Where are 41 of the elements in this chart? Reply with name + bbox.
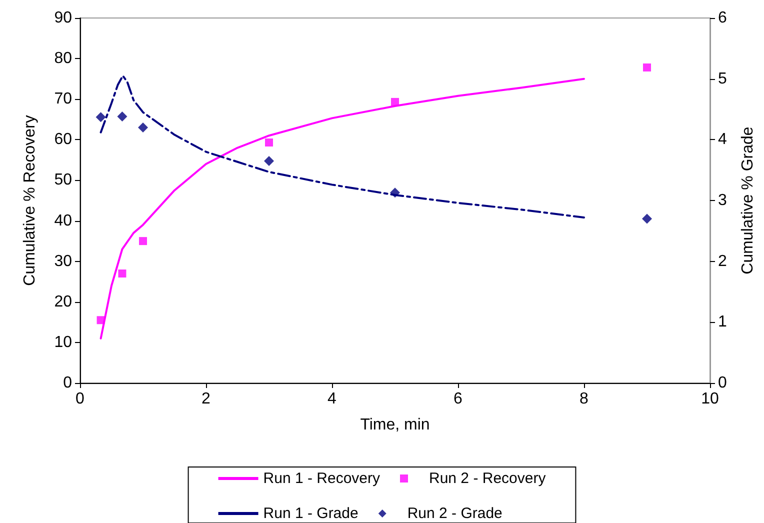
y2-tick-label: 6 — [718, 10, 727, 26]
point — [138, 122, 148, 132]
y-axis-title: Cumulative % Recovery — [22, 115, 38, 286]
x-tick-label: 6 — [454, 390, 463, 408]
y-tick-label: 20 — [54, 293, 72, 310]
legend-label: Run 1 - Grade — [263, 505, 358, 522]
point — [643, 63, 651, 72]
y-tick-label: 50 — [54, 172, 72, 189]
y2-tick-label: 2 — [718, 252, 727, 270]
line-series — [100, 78, 585, 340]
point — [96, 112, 106, 122]
y-tick-label: 90 — [54, 10, 72, 26]
y-tick-label: 0 — [63, 374, 72, 392]
x-tick-label: 4 — [328, 390, 337, 408]
y-tick-label: 80 — [54, 50, 72, 68]
y2-axis-title: Cumulative % Grade — [740, 126, 756, 274]
point — [265, 138, 273, 147]
x-axis-title: Time, min — [360, 416, 430, 434]
line-series — [100, 74, 585, 219]
x-tick-label: 2 — [202, 390, 211, 408]
y2-tick-label: 3 — [718, 192, 727, 209]
y-tick-label: 40 — [54, 212, 72, 230]
x-tick-label: 8 — [580, 390, 589, 408]
legend-label: Run 1 - Recovery — [263, 470, 380, 487]
y2-tick-label: 0 — [718, 374, 727, 392]
y2-tick-label: 5 — [718, 70, 727, 88]
point — [117, 112, 128, 122]
y-tick-label: 60 — [54, 131, 72, 148]
y-tick-label: 70 — [54, 90, 72, 108]
y2-tick-label: 4 — [718, 131, 727, 148]
x-tick-label: 10 — [701, 390, 719, 408]
legend-label: Run 2 - Grade — [407, 505, 502, 522]
point — [264, 156, 274, 166]
y-tick-label: 10 — [54, 334, 72, 351]
point — [118, 270, 126, 278]
legend-label: Run 2 - Recovery — [429, 470, 546, 487]
point — [139, 237, 147, 246]
y2-tick-label: 1 — [718, 314, 727, 331]
x-tick-label: 0 — [76, 390, 85, 408]
y-tick-label: 30 — [54, 252, 72, 270]
point — [642, 214, 652, 224]
